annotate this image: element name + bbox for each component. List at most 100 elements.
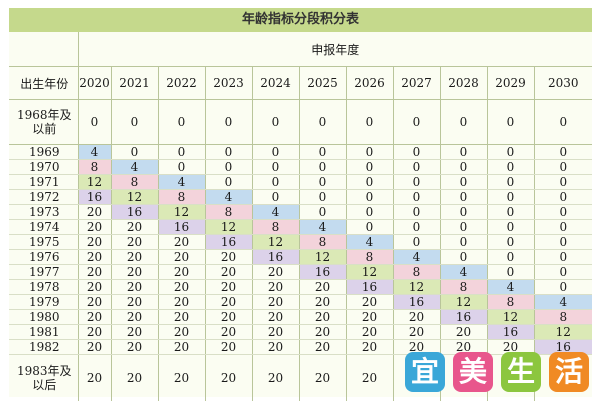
points-cell: 0 xyxy=(392,204,440,220)
birth-year-cell: 1970 xyxy=(9,159,78,175)
points-cell: 20 xyxy=(110,249,158,265)
points-cell: 0 xyxy=(392,174,440,190)
table-row: 1973 20 16 12 8 4 0 0 0 0 0 0 xyxy=(9,204,593,220)
watermark-char: 美 xyxy=(453,352,493,392)
year-header-cell: 2028 xyxy=(439,66,487,100)
points-cell: 8 xyxy=(533,309,593,325)
points-cell: 0 xyxy=(533,144,593,160)
points-cell: 0 xyxy=(392,144,440,160)
birth-year-cell: 1982 xyxy=(9,339,78,355)
points-cell: 20 xyxy=(204,324,252,340)
table-title: 年龄指标分段积分表 xyxy=(9,8,592,32)
points-cell: 0 xyxy=(439,159,487,175)
points-cell: 8 xyxy=(251,219,299,235)
table-row: 1972 16 12 8 4 0 0 0 0 0 0 0 xyxy=(9,189,593,205)
points-table: 申报年度 出生年份 2020 2021 2022 2023 2024 2025 … xyxy=(9,32,593,401)
points-cell: 4 xyxy=(345,234,393,250)
points-cell: 12 xyxy=(439,294,487,310)
points-cell: 20 xyxy=(204,279,252,295)
points-cell: 0 xyxy=(533,219,593,235)
points-cell: 0 xyxy=(204,99,252,145)
points-cell: 20 xyxy=(298,324,346,340)
points-cell: 20 xyxy=(345,354,393,401)
points-cell: 20 xyxy=(77,204,111,220)
points-cell: 0 xyxy=(298,144,346,160)
points-cell: 20 xyxy=(251,294,299,310)
points-cell: 0 xyxy=(486,234,534,250)
points-cell: 8 xyxy=(345,249,393,265)
table-row: 1981 20 20 20 20 20 20 20 20 20 16 12 xyxy=(9,324,593,340)
points-cell: 0 xyxy=(298,159,346,175)
year-header-cell: 2023 xyxy=(204,66,252,100)
points-cell: 20 xyxy=(77,324,111,340)
points-cell: 20 xyxy=(392,324,440,340)
watermark-char: 宜 xyxy=(405,352,445,392)
points-cell: 0 xyxy=(486,189,534,205)
points-cell: 20 xyxy=(251,354,299,401)
points-cell: 20 xyxy=(298,279,346,295)
points-cell: 12 xyxy=(533,324,593,340)
points-cell: 4 xyxy=(157,174,205,190)
table-row: 1977 20 20 20 20 20 16 12 8 4 0 0 xyxy=(9,264,593,280)
points-cell: 20 xyxy=(77,234,111,250)
points-cell: 0 xyxy=(345,204,393,220)
points-cell: 20 xyxy=(439,324,487,340)
points-cell: 20 xyxy=(251,264,299,280)
points-cell: 20 xyxy=(298,309,346,325)
points-cell: 0 xyxy=(533,249,593,265)
year-header-cell: 2030 xyxy=(533,66,593,100)
points-cell: 0 xyxy=(345,189,393,205)
points-cell: 0 xyxy=(439,174,487,190)
points-cell: 20 xyxy=(110,339,158,355)
points-cell: 20 xyxy=(157,339,205,355)
points-cell: 0 xyxy=(251,174,299,190)
birth-year-header: 出生年份 xyxy=(9,66,78,100)
points-cell: 20 xyxy=(77,309,111,325)
points-cell: 20 xyxy=(157,294,205,310)
points-cell: 20 xyxy=(298,354,346,401)
points-cell: 20 xyxy=(77,294,111,310)
points-cell: 8 xyxy=(486,294,534,310)
points-cell: 0 xyxy=(533,189,593,205)
points-cell: 0 xyxy=(533,159,593,175)
points-cell: 4 xyxy=(77,144,111,160)
points-cell: 0 xyxy=(439,99,487,145)
year-header-cell: 2020 xyxy=(77,66,111,100)
birth-year-cell: 1971 xyxy=(9,174,78,190)
points-cell: 20 xyxy=(77,339,111,355)
points-cell: 0 xyxy=(345,159,393,175)
points-cell: 0 xyxy=(251,99,299,145)
table-row: 1968年及以前 0 0 0 0 0 0 0 0 0 0 0 xyxy=(9,99,593,145)
points-cell: 16 xyxy=(439,309,487,325)
points-cell: 20 xyxy=(77,264,111,280)
points-cell: 0 xyxy=(345,99,393,145)
points-cell: 4 xyxy=(204,189,252,205)
year-header-cell: 2029 xyxy=(486,66,534,100)
points-cell: 0 xyxy=(298,99,346,145)
points-cell: 0 xyxy=(204,174,252,190)
points-cell: 4 xyxy=(392,249,440,265)
site-watermark-logo: 宜美生活 xyxy=(399,348,599,398)
points-cell: 8 xyxy=(392,264,440,280)
points-cell: 20 xyxy=(204,249,252,265)
points-cell: 16 xyxy=(392,294,440,310)
points-cell: 20 xyxy=(110,264,158,280)
birth-year-cell: 1981 xyxy=(9,324,78,340)
points-cell: 20 xyxy=(77,279,111,295)
points-cell: 0 xyxy=(251,144,299,160)
watermark-char: 活 xyxy=(549,352,589,392)
points-cell: 4 xyxy=(533,294,593,310)
points-cell: 4 xyxy=(251,204,299,220)
points-cell: 8 xyxy=(439,279,487,295)
points-cell: 0 xyxy=(392,189,440,205)
birth-year-cell: 1980 xyxy=(9,309,78,325)
table-row: 1980 20 20 20 20 20 20 20 20 16 12 8 xyxy=(9,309,593,325)
year-header-cell: 2024 xyxy=(251,66,299,100)
header-blank-cell xyxy=(9,32,78,67)
points-cell: 20 xyxy=(77,354,111,401)
points-cell: 20 xyxy=(298,339,346,355)
points-cell: 20 xyxy=(251,279,299,295)
header-row-years: 出生年份 2020 2021 2022 2023 2024 2025 2026 … xyxy=(9,66,593,100)
points-cell: 8 xyxy=(157,189,205,205)
points-cell: 0 xyxy=(439,144,487,160)
